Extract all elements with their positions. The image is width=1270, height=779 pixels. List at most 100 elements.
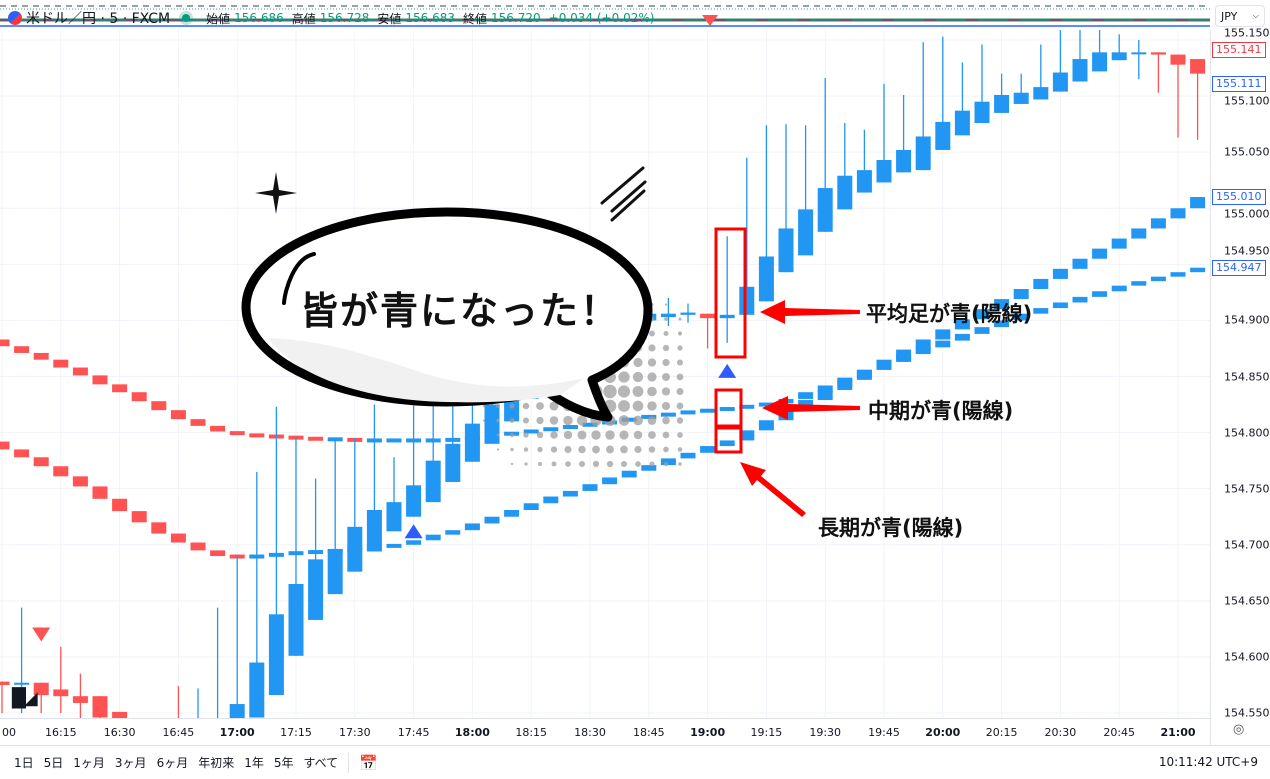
candle-body xyxy=(268,614,284,696)
halftone-dot xyxy=(496,404,500,408)
ma-medium-step xyxy=(994,320,1010,328)
candle-body xyxy=(935,121,951,150)
halftone-dot xyxy=(536,402,544,410)
range-6m[interactable]: 6ヶ月 xyxy=(156,756,189,770)
chart-legend: 米ドル／円 · 5 · FXCM 始値 156.686 高値 156.728 安値 1… xyxy=(8,8,654,28)
halftone-dot xyxy=(509,432,515,438)
halftone-dot xyxy=(618,415,630,426)
halftone-dot xyxy=(664,303,668,306)
halftone-dot xyxy=(676,373,684,381)
range-5d[interactable]: 5日 xyxy=(43,756,64,770)
halftone-dot xyxy=(632,386,644,397)
halftone-dot xyxy=(633,357,643,368)
time-tick-label: 18:45 xyxy=(632,726,665,739)
candle-body xyxy=(1072,59,1088,82)
clock[interactable]: 10:11:42 UTC+9 xyxy=(1158,755,1258,769)
ma-long-step xyxy=(112,498,128,512)
range-3m[interactable]: 3ヶ月 xyxy=(114,756,147,770)
ma-long-step xyxy=(817,389,833,401)
price-tag: 154.947 xyxy=(1212,259,1266,276)
ma-medium-step xyxy=(229,431,245,436)
halftone-dot xyxy=(662,344,670,352)
halftone-dot xyxy=(662,416,670,425)
tradingview-logo[interactable]: █◢ xyxy=(12,688,38,709)
range-1d[interactable]: 1日 xyxy=(14,756,34,770)
calendar-goto-icon[interactable]: 📅 xyxy=(359,753,378,772)
signal-triangle-icon xyxy=(702,15,718,26)
ma-medium-step xyxy=(1111,285,1127,292)
ma-medium-step xyxy=(719,407,735,412)
ma-long-step xyxy=(719,440,735,447)
halftone-dot xyxy=(648,446,656,453)
ma-medium-step xyxy=(915,347,931,355)
ma-long-step xyxy=(33,457,49,467)
candle-body xyxy=(896,149,912,173)
bubble-shade xyxy=(268,338,585,403)
halftone-dot xyxy=(663,461,669,467)
ma-long-step xyxy=(954,319,970,330)
change-value: +0.034 (+0.02%) xyxy=(548,11,655,25)
time-tick-label: 20:45 xyxy=(1103,726,1136,739)
halftone-dot xyxy=(565,461,571,467)
halftone-dot xyxy=(550,431,558,439)
candle-body xyxy=(758,256,774,302)
time-tick-label: 17:45 xyxy=(397,726,430,739)
halftone-dot xyxy=(563,430,573,440)
ma-long-step xyxy=(464,523,480,531)
candle-body xyxy=(876,160,892,183)
candle-body xyxy=(1190,59,1206,74)
price-tick-label: 154.550 xyxy=(1224,706,1270,720)
halftone-dot xyxy=(678,462,682,466)
range-ytd[interactable]: 年初来 xyxy=(198,756,235,770)
halftone-dot xyxy=(635,461,641,467)
range-1m[interactable]: 1ヶ月 xyxy=(73,756,105,770)
range-all[interactable]: すべて xyxy=(303,756,339,770)
ma-long-step xyxy=(856,369,872,380)
halftone-dot xyxy=(632,400,644,412)
candle-body xyxy=(366,509,382,552)
ma-medium-step xyxy=(1150,276,1166,282)
candle-body xyxy=(249,662,265,718)
ma-medium-step xyxy=(562,424,578,429)
annotation-medium: 中期が青(陽線) xyxy=(868,399,1014,423)
candle-body xyxy=(739,286,755,315)
ma-long-step xyxy=(935,329,951,340)
halftone-dot xyxy=(677,447,683,452)
candle-body xyxy=(14,682,30,685)
candle-body xyxy=(954,110,970,136)
ma-medium-step xyxy=(72,367,88,376)
halftone-dot xyxy=(605,430,615,440)
halftone-dot xyxy=(649,330,655,337)
time-tick-label: 20:30 xyxy=(1044,726,1077,739)
annotation-heikin: 平均足が青(陽線) xyxy=(866,302,1033,326)
halftone-dot xyxy=(663,330,669,337)
ma-medium-step xyxy=(210,425,226,432)
open-value: 156.686 xyxy=(234,11,284,25)
ma-long-step xyxy=(641,465,657,471)
ma-medium-step xyxy=(249,433,265,438)
ma-long-step xyxy=(72,476,88,487)
eye-icon[interactable]: ◎ xyxy=(1233,722,1245,737)
halftone-dot xyxy=(524,462,528,466)
chevron-down-icon: ⌵ xyxy=(1252,11,1259,20)
halftone-dot xyxy=(550,446,558,453)
halftone-dot xyxy=(661,401,671,411)
time-tick-label: 19:45 xyxy=(868,726,900,739)
symbol-title[interactable]: 米ドル／円 · 5 · FXCM xyxy=(26,11,171,27)
price-axis[interactable] xyxy=(1210,30,1270,745)
high-value: 156.728 xyxy=(319,11,370,25)
currency-select[interactable]: JPY ⌵ xyxy=(1215,5,1265,27)
range-1y[interactable]: 1年 xyxy=(244,756,264,770)
ma-long-step xyxy=(915,339,931,350)
halftone-dot xyxy=(676,388,684,395)
market-status-icon xyxy=(182,14,191,22)
range-5y[interactable]: 5年 xyxy=(273,756,294,770)
time-axis[interactable]: 00 16:15 16:30 16:45 17:00 17:15 17:30 17:45 18:… xyxy=(0,718,1210,746)
ma-medium-step xyxy=(641,414,657,419)
low-label: 安値 xyxy=(377,11,402,26)
halftone-dot xyxy=(617,385,631,398)
halftone-dot xyxy=(603,384,617,399)
candle-body xyxy=(1111,52,1127,61)
price-tick-label: 155.150 xyxy=(1224,26,1270,40)
